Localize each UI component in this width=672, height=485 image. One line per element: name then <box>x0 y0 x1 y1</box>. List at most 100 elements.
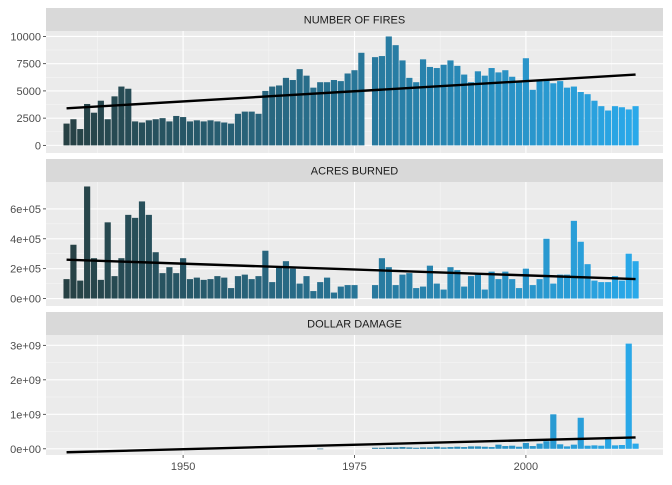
bar <box>454 446 461 449</box>
bar <box>310 87 317 146</box>
bar <box>413 447 420 449</box>
bar <box>474 71 481 146</box>
bar <box>296 69 303 146</box>
bar <box>447 60 454 146</box>
bar <box>214 276 221 299</box>
bar <box>344 73 351 146</box>
bar <box>337 286 344 299</box>
bar <box>570 220 577 299</box>
bar <box>317 448 324 450</box>
bar <box>310 291 317 299</box>
bar <box>248 279 255 299</box>
bar <box>323 82 331 146</box>
bar <box>392 45 399 146</box>
bar <box>625 109 632 146</box>
bar <box>125 214 132 299</box>
bar <box>433 283 440 299</box>
bar <box>605 438 612 449</box>
bar <box>330 292 338 299</box>
bar <box>90 112 98 146</box>
bar <box>84 186 91 299</box>
bar <box>358 52 365 146</box>
facet-panel: NUMBER OF FIRES 0 2500 5000 7500 10000 <box>10 8 663 153</box>
bar <box>262 250 269 299</box>
y-tick-label: 3e+09 <box>10 340 41 352</box>
bar <box>330 80 338 146</box>
bar <box>481 75 488 146</box>
bar <box>276 267 283 299</box>
bar <box>90 258 98 299</box>
bar <box>132 217 139 299</box>
bar <box>296 283 303 299</box>
bar <box>186 121 194 146</box>
bar <box>433 446 440 449</box>
y-tick-label: 2e+09 <box>10 375 41 387</box>
bar <box>317 282 324 299</box>
bar <box>515 81 523 146</box>
bar <box>557 274 564 299</box>
bar <box>303 75 310 146</box>
bar <box>63 279 70 299</box>
bar <box>467 446 475 449</box>
bar <box>584 94 591 146</box>
bar <box>632 443 639 449</box>
bar <box>193 277 200 299</box>
bar <box>70 244 77 299</box>
y-tick-label: 2e+05 <box>10 264 41 276</box>
bar <box>529 285 536 299</box>
bar <box>111 276 118 299</box>
bar <box>591 100 598 146</box>
bar <box>543 78 550 146</box>
bar <box>577 417 584 449</box>
bar <box>591 445 598 449</box>
bar <box>563 87 571 146</box>
trend-line <box>66 73 636 110</box>
bar <box>413 288 420 299</box>
bar <box>570 86 577 146</box>
bar <box>611 445 619 449</box>
bar <box>611 106 619 146</box>
bar <box>248 111 255 146</box>
facet-strip <box>46 8 663 31</box>
bar <box>563 274 571 299</box>
bar <box>152 252 159 299</box>
bar <box>152 119 159 146</box>
bar <box>632 106 639 146</box>
bar <box>454 65 461 146</box>
bar <box>276 85 283 146</box>
bar <box>440 447 447 449</box>
bar <box>584 264 591 299</box>
bar <box>625 343 632 449</box>
bar <box>138 122 146 146</box>
bar <box>495 72 502 146</box>
bar <box>70 119 77 146</box>
bar <box>618 445 625 449</box>
bar <box>200 121 207 146</box>
bar <box>474 274 481 299</box>
bar <box>454 270 461 299</box>
bar <box>605 282 612 299</box>
facet-panel: DOLLAR DAMAGE 0e+00 1e+09 2e+09 3e+09 <box>10 312 663 456</box>
bar <box>577 92 584 146</box>
bar <box>557 81 564 146</box>
facet-panel: ACRES BURNED 0e+00 2e+05 4e+05 6e+05 <box>10 159 663 306</box>
bar <box>625 253 632 299</box>
bar <box>323 277 331 299</box>
facet-title: NUMBER OF FIRES <box>304 15 405 27</box>
bar <box>118 258 125 299</box>
facet-title: ACRES BURNED <box>311 166 398 178</box>
bar <box>447 267 454 299</box>
bar <box>351 70 358 146</box>
bar <box>303 276 310 299</box>
bar <box>461 286 468 299</box>
bar <box>447 447 454 449</box>
bar <box>228 123 235 146</box>
bar <box>522 268 529 299</box>
bar <box>550 414 557 449</box>
x-tick-label: 1950 <box>171 461 195 473</box>
bar <box>378 258 386 299</box>
bar <box>502 446 509 449</box>
bar <box>611 276 619 299</box>
bar <box>166 267 173 299</box>
